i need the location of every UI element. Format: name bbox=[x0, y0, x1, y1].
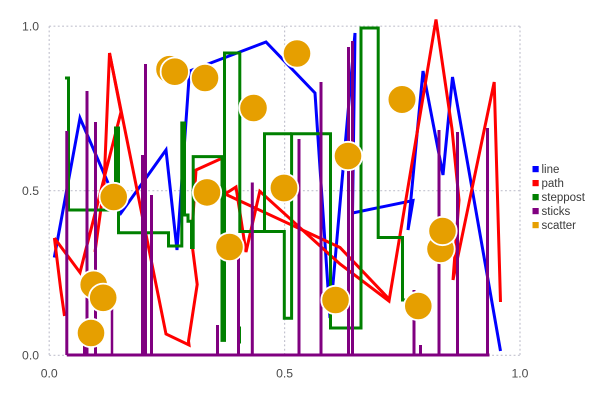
svg-text:0.5: 0.5 bbox=[276, 367, 293, 381]
svg-text:sticks: sticks bbox=[542, 206, 571, 218]
svg-text:steppost: steppost bbox=[542, 192, 586, 204]
svg-text:0.0: 0.0 bbox=[22, 349, 39, 363]
svg-text:scatter: scatter bbox=[542, 220, 577, 232]
svg-text:0.5: 0.5 bbox=[22, 184, 39, 198]
svg-text:1.0: 1.0 bbox=[22, 20, 39, 34]
svg-text:1.0: 1.0 bbox=[512, 367, 529, 381]
svg-text:0.0: 0.0 bbox=[41, 367, 58, 381]
svg-text:path: path bbox=[542, 178, 564, 190]
svg-text:line: line bbox=[542, 164, 560, 176]
